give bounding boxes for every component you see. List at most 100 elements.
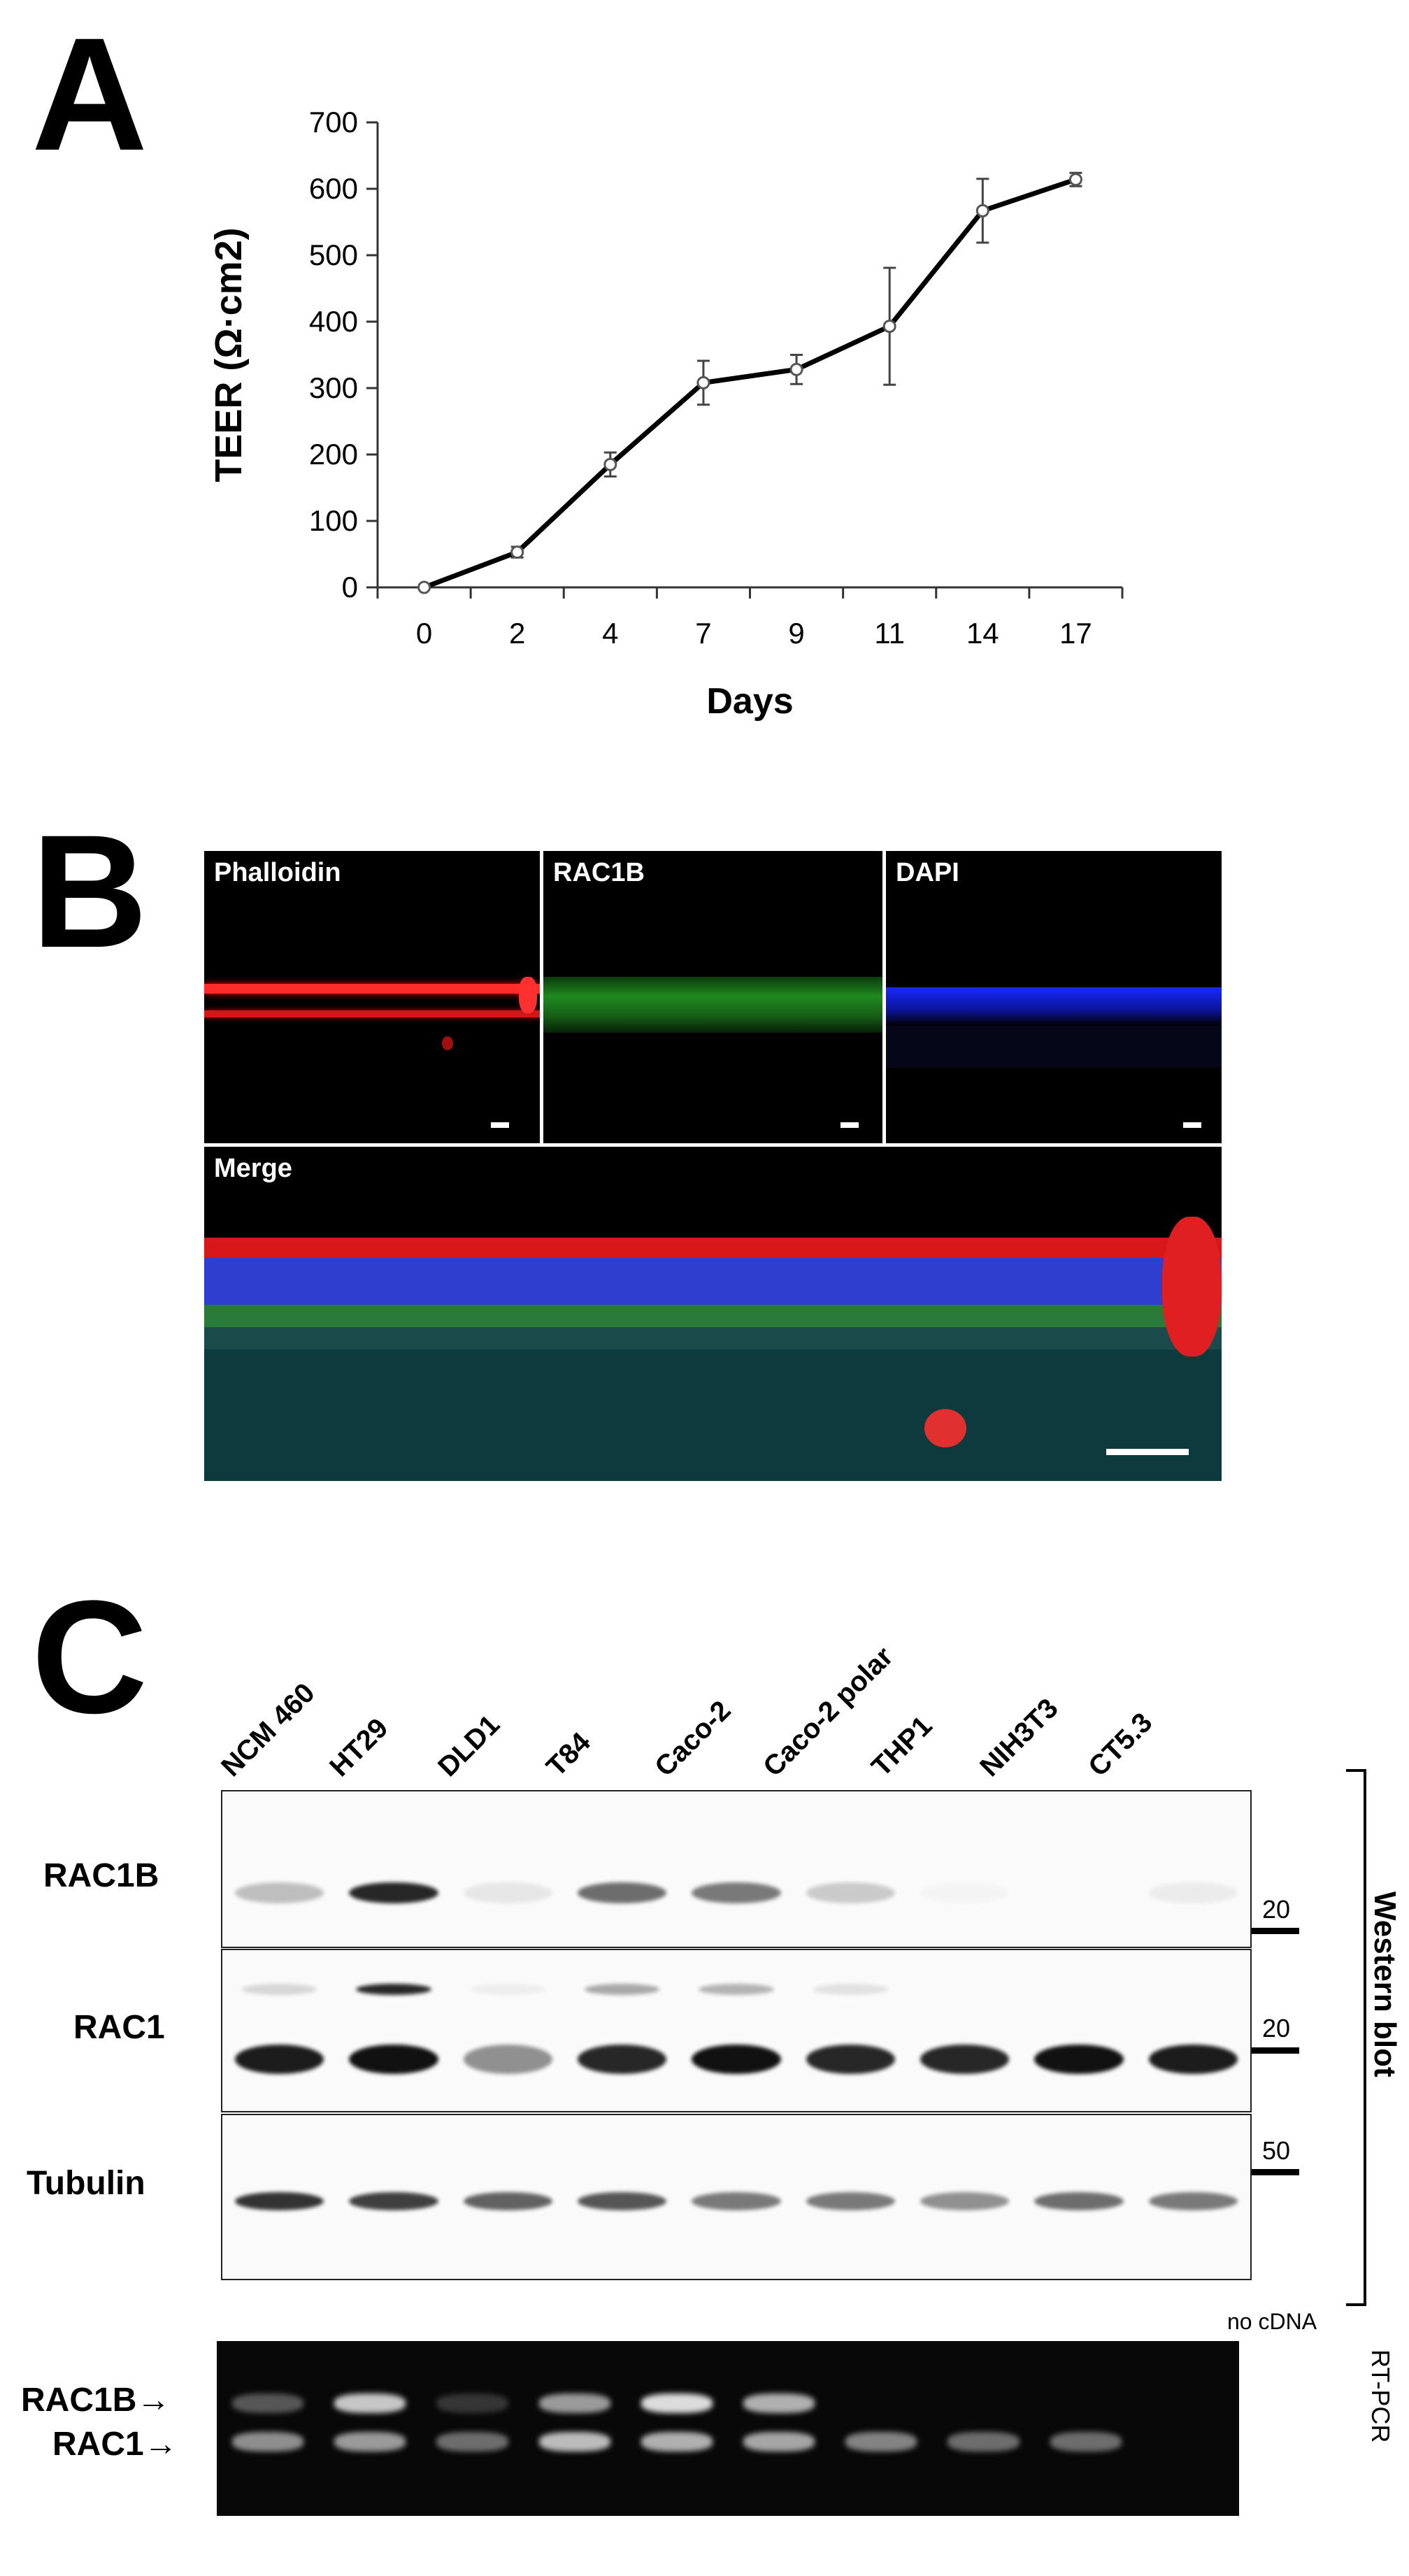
wb-band-upper — [356, 1984, 431, 1995]
panel-label-c: C — [31, 1567, 148, 1747]
wb-band — [920, 1882, 1009, 1903]
gel-band-rac1 — [232, 2432, 304, 2452]
x-tick-label: 7 — [695, 617, 711, 650]
wb-band — [578, 1882, 667, 1903]
wb-band — [1034, 2192, 1124, 2210]
mw-marker-text: 20 — [1262, 2014, 1291, 2042]
arrow-icon: → — [136, 2382, 171, 2419]
wb-band — [1148, 2045, 1238, 2074]
x-tick-label: 11 — [874, 617, 905, 650]
wb-band — [1148, 2192, 1238, 2210]
wb-band — [578, 2192, 667, 2210]
gel-band-rac1b — [232, 2393, 304, 2413]
y-tick-label: 700 — [309, 106, 358, 138]
y-tick-label: 100 — [309, 504, 358, 537]
gel-band-rac1 — [947, 2432, 1020, 2452]
rtpcr-side-label: RT-PCR — [1366, 2349, 1395, 2443]
wb-band — [692, 2045, 781, 2074]
series-line — [423, 177, 1077, 590]
wb-row-label-rac1b: RAC1B — [43, 1857, 159, 1894]
wb-band — [1034, 2045, 1124, 2074]
western-blot-bracket — [1346, 1769, 1366, 2306]
lane-label: NCM 460 — [215, 1677, 321, 1783]
gel-band-rac1b — [743, 2393, 815, 2413]
lane-label: HT29 — [324, 1712, 394, 1783]
mw-marker-text: 50 — [1262, 2136, 1291, 2165]
rtpcr-label-rac1b: RAC1B→ — [21, 2381, 170, 2419]
data-point — [510, 545, 524, 559]
dapi-image: DAPI — [886, 851, 1222, 1143]
scale-bar — [1106, 1449, 1189, 1455]
y-tick-label: 300 — [309, 371, 358, 404]
phalloidin-label: Phalloidin — [214, 858, 341, 887]
wb-band — [235, 1882, 324, 1903]
no-cdna-label: no cDNA — [1227, 2309, 1317, 2334]
gel-band-rac1b — [641, 2393, 713, 2413]
data-point — [975, 203, 989, 217]
phalloidin-image: Phalloidin — [204, 851, 540, 1143]
wb-band-upper — [242, 1984, 317, 1995]
mw-marker-text: 20 — [1262, 1895, 1291, 1924]
rtpcr-label-rac1-text: RAC1 — [52, 2426, 144, 2463]
wb-band-upper — [470, 1984, 545, 1995]
wb-panel-tubulin — [221, 2114, 1252, 2280]
rtpcr-gel — [217, 2341, 1239, 2516]
western-blot-label: Western blot — [1368, 1891, 1402, 2077]
wb-panel-rac1b — [221, 1790, 1252, 1948]
x-axis-label: Days — [706, 681, 793, 722]
wb-band-upper — [813, 1984, 888, 1995]
x-tick-label: 4 — [602, 617, 618, 650]
wb-band — [235, 2045, 324, 2074]
mw-marker-line — [1252, 2169, 1299, 2175]
wb-band — [806, 1882, 895, 1903]
wb-band — [235, 2192, 324, 2210]
wb-band — [463, 2045, 552, 2074]
lane-label: DLD1 — [432, 1709, 506, 1783]
merge-label: Merge — [214, 1154, 292, 1183]
gel-band-rac1 — [436, 2432, 508, 2452]
wb-band-upper — [585, 1984, 660, 1995]
data-point — [417, 580, 431, 594]
gel-band-rac1 — [538, 2432, 610, 2452]
wb-band — [463, 1882, 552, 1903]
y-axis-label: TEER (Ω·cm2) — [208, 227, 250, 482]
wb-band — [806, 2045, 895, 2074]
lane-label: Caco-2 — [649, 1694, 737, 1783]
data-point — [696, 375, 710, 389]
data-point — [1068, 173, 1082, 187]
wb-band — [920, 2045, 1010, 2074]
gel-band-rac1 — [743, 2432, 815, 2452]
gel-band-rac1b — [436, 2393, 508, 2413]
teer-line-chart: 0 100 200 300 400 500 600 700 0 2 4 7 9 11 14 17 Days TEE… — [208, 106, 1124, 722]
lane-label: NIH3T3 — [974, 1692, 1064, 1783]
data-point — [789, 362, 803, 376]
gel-band-rac1b — [538, 2393, 610, 2413]
y-tick-label: 600 — [309, 172, 358, 205]
wb-panel-rac1 — [221, 1949, 1252, 2112]
wb-band — [578, 2045, 667, 2074]
mw-marker-line — [1252, 1928, 1299, 1934]
gel-band-rac1 — [334, 2432, 406, 2452]
lane-label: THP1 — [866, 1710, 938, 1783]
x-tick-label: 17 — [1059, 617, 1092, 650]
mw-marker-line — [1252, 2047, 1299, 2054]
x-tick-label: 0 — [416, 617, 432, 650]
wb-row-label-tubulin: Tubulin — [27, 2165, 145, 2202]
gel-band-rac1 — [845, 2432, 917, 2452]
wb-band — [463, 2192, 552, 2210]
wb-band — [920, 2192, 1010, 2210]
rac1b-label: RAC1B — [553, 858, 645, 887]
panel-label-b: B — [31, 801, 148, 981]
gel-band-rac1 — [1050, 2432, 1122, 2452]
y-tick-label: 200 — [309, 438, 358, 471]
x-tick-label: 9 — [788, 617, 804, 650]
wb-band — [692, 1882, 781, 1903]
x-tick-label: 2 — [509, 617, 525, 650]
y-tick-label: 500 — [309, 238, 358, 271]
gel-band-rac1 — [641, 2432, 713, 2452]
y-tick-label: 400 — [309, 305, 358, 338]
arrow-icon: → — [143, 2426, 178, 2463]
wb-band — [692, 2192, 781, 2210]
data-point — [603, 457, 617, 471]
lane-label: T84 — [541, 1726, 597, 1783]
